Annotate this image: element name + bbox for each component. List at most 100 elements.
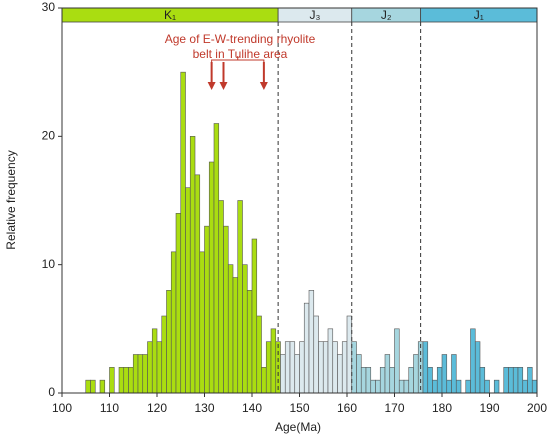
bar [227,264,234,394]
bar [408,367,414,394]
bar [232,277,239,394]
annotation-text: belt in Tulihe area [193,47,288,61]
x-axis-label: Age(Ma) [275,420,321,434]
bar [313,315,319,394]
bar [199,251,205,394]
bar [261,367,267,394]
bar [99,379,106,394]
bar [242,264,248,394]
bar [180,71,186,394]
bar [170,251,177,394]
x-tick-label: 160 [337,401,357,415]
bar [531,379,538,394]
bar [379,367,386,394]
bar [470,328,476,394]
bar [142,354,148,394]
bar [479,367,486,394]
bar [246,290,253,394]
bar [123,367,129,394]
bar [166,290,172,394]
bar [512,367,519,394]
bar [517,367,524,394]
bar [265,341,272,394]
x-tick-label: 110 [100,401,119,415]
bar [503,367,509,394]
x-tick-label: 120 [147,401,167,415]
bar [422,341,429,394]
bar [375,379,381,394]
bar [493,379,500,394]
bar [85,379,91,394]
bar [251,238,258,394]
bar [446,379,452,394]
period-label: J₁ [474,8,484,22]
bar [351,341,357,394]
bar [432,379,438,394]
bar [161,315,167,394]
bar [341,341,348,394]
bar [441,354,448,394]
y-tick-label: 30 [42,0,56,14]
bar [370,379,376,394]
bar [451,354,457,394]
bar [208,161,215,394]
bar [204,225,210,394]
bar [465,379,471,394]
x-tick-label: 130 [194,401,214,415]
x-tick-label: 100 [52,401,72,415]
arrow-head [259,82,268,90]
x-tick-label: 150 [289,401,309,415]
x-tick-label: 200 [527,401,547,415]
bar [337,354,343,394]
period-label: J₃ [309,8,320,22]
bar [151,328,158,394]
bar [474,341,481,394]
bar [322,341,329,394]
bar [270,328,277,394]
bar [455,379,462,394]
bar [427,367,433,394]
bar [384,354,391,394]
period-label: J₂ [381,8,392,22]
y-tick-label: 10 [42,257,56,271]
bar [365,367,372,394]
bar [522,379,528,394]
bar [484,379,490,394]
bar [308,290,315,394]
y-axis-label: Relative frequency [4,150,18,249]
bar [213,123,220,394]
bar [318,341,324,394]
x-tick-label: 180 [432,401,452,415]
bar [527,367,533,394]
bar [128,367,134,394]
bar [194,174,201,394]
period-label: K₁ [164,8,176,22]
bar [289,341,296,394]
bar [346,315,353,394]
bar [436,367,443,394]
bar [389,367,395,394]
bar [394,328,400,394]
arrow-head [219,82,228,90]
bar [132,354,139,394]
bar [508,367,514,394]
y-tick-label: 0 [48,385,55,399]
bar [398,379,405,394]
bar [156,341,163,394]
bar [218,200,224,394]
bar [256,315,262,394]
bar [185,187,191,394]
bar [284,341,291,394]
bar [332,341,338,394]
bar [137,354,144,394]
bar [403,379,410,394]
plot-frame [61,7,538,394]
bar [175,213,182,394]
bar [413,354,419,394]
bar [189,136,196,394]
y-tick-label: 20 [42,129,56,143]
bar [327,328,334,394]
bar [109,367,115,394]
bar [237,200,243,394]
